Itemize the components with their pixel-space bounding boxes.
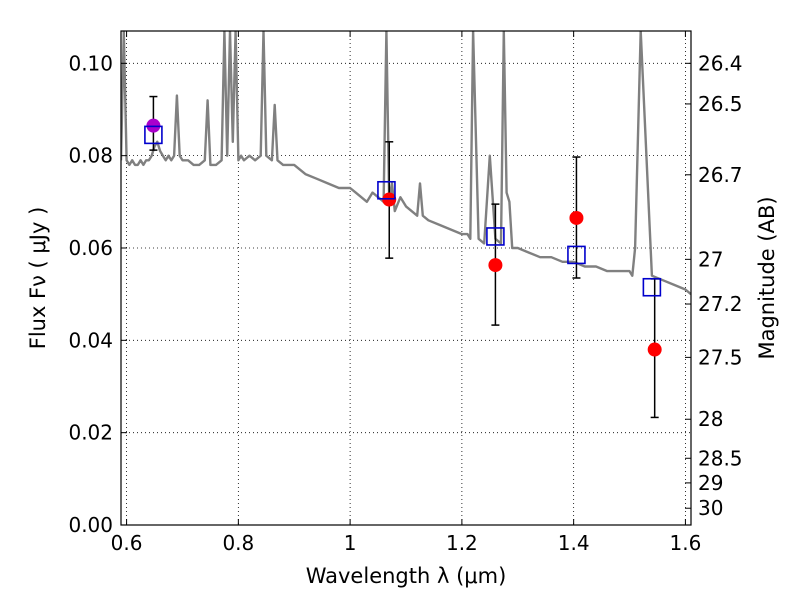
spectrum-line — [121, 31, 691, 296]
model-spectrum — [121, 31, 691, 296]
data-point — [488, 258, 503, 273]
y2-tick-label: 26.5 — [698, 92, 743, 116]
y-tick-label: 0.08 — [68, 144, 113, 168]
x-tick-label: 1 — [344, 531, 357, 555]
y-tick-label: 0.10 — [68, 51, 113, 75]
y-tick-label: 0.04 — [68, 328, 113, 352]
x-tick-label: 1.6 — [670, 531, 702, 555]
data-point — [647, 342, 662, 357]
x-tick-label: 1.2 — [446, 531, 478, 555]
y-tick-label: 0.02 — [68, 421, 113, 445]
x-tick-label: 1.4 — [558, 531, 590, 555]
data-point — [569, 210, 584, 225]
model-point — [144, 125, 163, 145]
y2-tick-label: 29 — [698, 471, 723, 495]
x-tick-label: 0.8 — [222, 531, 254, 555]
model-point — [567, 245, 586, 265]
y2-tick-label: 27 — [698, 247, 723, 271]
y2-tick-label: 30 — [698, 496, 723, 520]
x-axis: 0.6 0.8 1 1.2 1.4 1.6 — [111, 31, 702, 555]
y2-tick-label: 27.2 — [698, 292, 743, 316]
y-axis: 0.00 0.02 0.04 0.06 0.08 0.10 — [68, 51, 127, 537]
y2-tick-label: 28 — [698, 407, 723, 431]
y2-tick-label: 28.5 — [698, 446, 743, 470]
y2-tick-label: 26.7 — [698, 163, 743, 187]
photometry-points — [144, 95, 662, 419]
y-tick-label: 0.06 — [68, 236, 113, 260]
y-axis-title: Flux Fν ( μJy ) — [26, 207, 50, 350]
y-tick-label: 0.00 — [68, 513, 113, 537]
y2-axis-title: Magnitude (AB) — [755, 196, 779, 359]
model-point — [486, 227, 505, 246]
y2-tick-label: 27.5 — [698, 345, 743, 369]
y2-tick-label: 26.4 — [698, 51, 743, 75]
x-tick-label: 0.6 — [111, 531, 143, 555]
plot-frame — [120, 30, 692, 526]
model-point — [377, 180, 396, 200]
x-axis-title: Wavelength λ (μm) — [306, 564, 507, 588]
model-point — [642, 277, 662, 297]
